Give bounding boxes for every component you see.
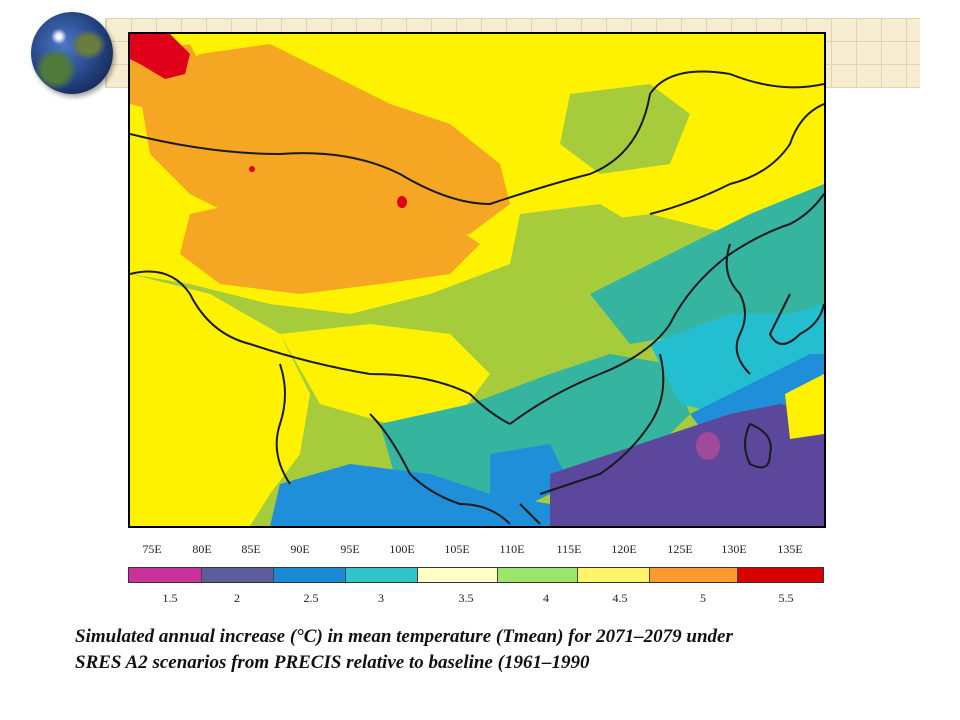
map-zone-magenta-spot — [696, 432, 720, 460]
color-scale-segment — [578, 568, 650, 582]
color-scale-label: 2 — [234, 591, 240, 605]
color-scale-segment — [498, 568, 578, 582]
color-scale-label: 3 — [378, 591, 384, 605]
longitude-tick: 75E — [142, 542, 162, 556]
longitude-tick: 110E — [499, 542, 525, 556]
longitude-tick: 105E — [444, 542, 470, 556]
color-scale-segment — [202, 568, 274, 582]
longitude-tick: 115E — [556, 542, 582, 556]
map-zone-yellow-west — [130, 274, 310, 526]
map-zone-green-northeast — [560, 84, 690, 174]
color-scale-segment — [129, 568, 202, 582]
longitude-tick: 90E — [290, 542, 310, 556]
longitude-tick: 130E — [721, 542, 747, 556]
map-coastlines — [130, 70, 824, 525]
color-scale-label: 4 — [543, 591, 549, 605]
color-scale-label: 1.5 — [162, 591, 178, 605]
map-zone-green-central — [510, 204, 650, 304]
longitude-tick: 125E — [667, 542, 693, 556]
color-scale-label: 3.5 — [458, 591, 474, 605]
longitude-tick: 85E — [241, 542, 261, 556]
map-zone-yellow-far-east — [785, 374, 824, 439]
color-scale-segment — [418, 568, 498, 582]
longitude-tick: 135E — [777, 542, 803, 556]
map-zone-red-spot-small — [249, 166, 255, 172]
longitude-tick: 95E — [340, 542, 360, 556]
map-zone-orange-north — [140, 44, 510, 244]
map-zone-teal-east — [590, 184, 824, 344]
color-scale-segment — [738, 568, 823, 582]
color-scale-segment — [274, 568, 346, 582]
longitude-tick: 120E — [611, 542, 637, 556]
map-zone-purple-sea — [550, 404, 824, 526]
longitude-axis: 75E 80E 85E 90E 95E 100E 105E 110E 115E … — [128, 542, 828, 558]
color-scale-segment — [650, 568, 738, 582]
color-scale-segment — [346, 568, 418, 582]
color-scale-labels: 1.5 2 2.5 3 3.5 4 4.5 5 5.5 — [128, 591, 828, 607]
figure-caption: Simulated annual increase (°C) in mean t… — [75, 624, 935, 676]
map-zone-blue-south — [270, 464, 560, 526]
color-scale-label: 4.5 — [612, 591, 628, 605]
map-canvas — [130, 34, 824, 526]
map-zone-orange-basin — [180, 194, 480, 294]
temperature-map — [128, 32, 826, 528]
longitude-tick: 100E — [389, 542, 415, 556]
color-scale-bar — [128, 567, 824, 583]
map-zone-red-northwest — [130, 34, 190, 79]
caption-line-2: SRES A2 scenarios from PRECIS relative t… — [75, 652, 590, 673]
color-scale-label: 5.5 — [778, 591, 794, 605]
map-zone-red-spot — [397, 196, 407, 208]
color-scale-label: 2.5 — [303, 591, 319, 605]
caption-line-1: Simulated annual increase (°C) in mean t… — [75, 626, 733, 647]
longitude-tick: 80E — [192, 542, 212, 556]
globe-icon — [31, 12, 113, 94]
color-scale-label: 5 — [700, 591, 706, 605]
